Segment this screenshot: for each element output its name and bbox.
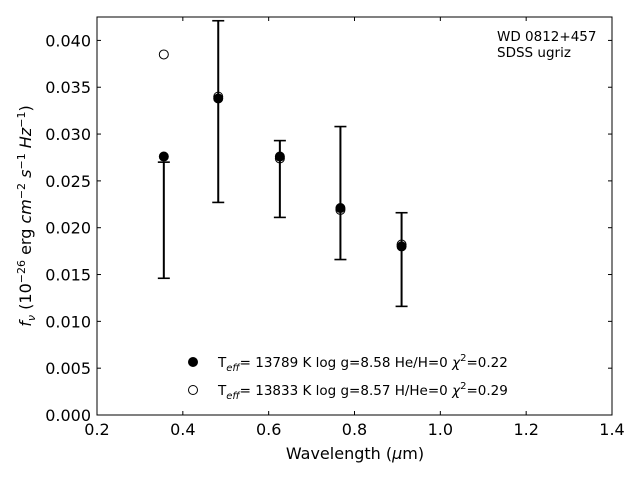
data-points — [158, 49, 407, 252]
point-filled — [158, 151, 169, 162]
error-bar — [157, 161, 170, 280]
x-tick-label: 0.2 — [84, 420, 109, 439]
point-open — [335, 204, 346, 215]
x-axis-ticks: 0.2 0.4 0.6 0.8 1.0 1.2 1.4 — [84, 17, 625, 439]
y-tick-label: 0.030 — [45, 125, 91, 144]
error-bar — [212, 19, 225, 204]
error-bar — [395, 211, 408, 308]
x-tick-label: 1.0 — [428, 420, 453, 439]
y-axis-label: fν (10−26 erg cm−2 s−1 Hz−1) — [15, 105, 38, 326]
y-tick-label: 0.025 — [45, 172, 91, 191]
y-tick-label: 0.010 — [45, 312, 91, 331]
legend-marker-filled — [188, 357, 198, 367]
y-axis-ticks: 0.000 0.005 0.010 0.015 0.020 0.025 0.030 0.035… — [45, 31, 612, 425]
x-tick-label: 0.4 — [170, 420, 195, 439]
point-open — [274, 153, 285, 164]
legend-marker-open — [188, 385, 198, 395]
x-tick-label: 0.6 — [256, 420, 281, 439]
y-tick-label: 0.000 — [45, 406, 91, 425]
legend-entry-2: Teff= 13833 K log g=8.57 H/He=0 χ2=0.29 — [217, 381, 508, 402]
legend: Teff= 13789 K log g=8.58 He/H=0 χ2=0.22 … — [188, 353, 508, 402]
point-open — [213, 91, 224, 102]
y-tick-label: 0.035 — [45, 78, 91, 97]
y-tick-label: 0.005 — [45, 359, 91, 378]
point-open — [158, 49, 169, 60]
x-tick-label: 1.2 — [513, 420, 538, 439]
legend-entry-1: Teff= 13789 K log g=8.58 He/H=0 χ2=0.22 — [217, 353, 508, 374]
error-bars — [157, 19, 408, 308]
x-tick-label: 1.4 — [599, 420, 624, 439]
annotation-line-2: SDSS ugriz — [497, 45, 571, 61]
point-open — [396, 239, 407, 250]
x-tick-label: 0.8 — [342, 420, 367, 439]
error-bar — [334, 125, 347, 261]
y-tick-label: 0.015 — [45, 266, 91, 285]
y-tick-label: 0.040 — [45, 31, 91, 50]
y-tick-label: 0.020 — [45, 219, 91, 238]
annotation-line-1: WD 0812+457 — [497, 29, 596, 45]
x-axis-label: Wavelength (μm) — [286, 444, 424, 463]
